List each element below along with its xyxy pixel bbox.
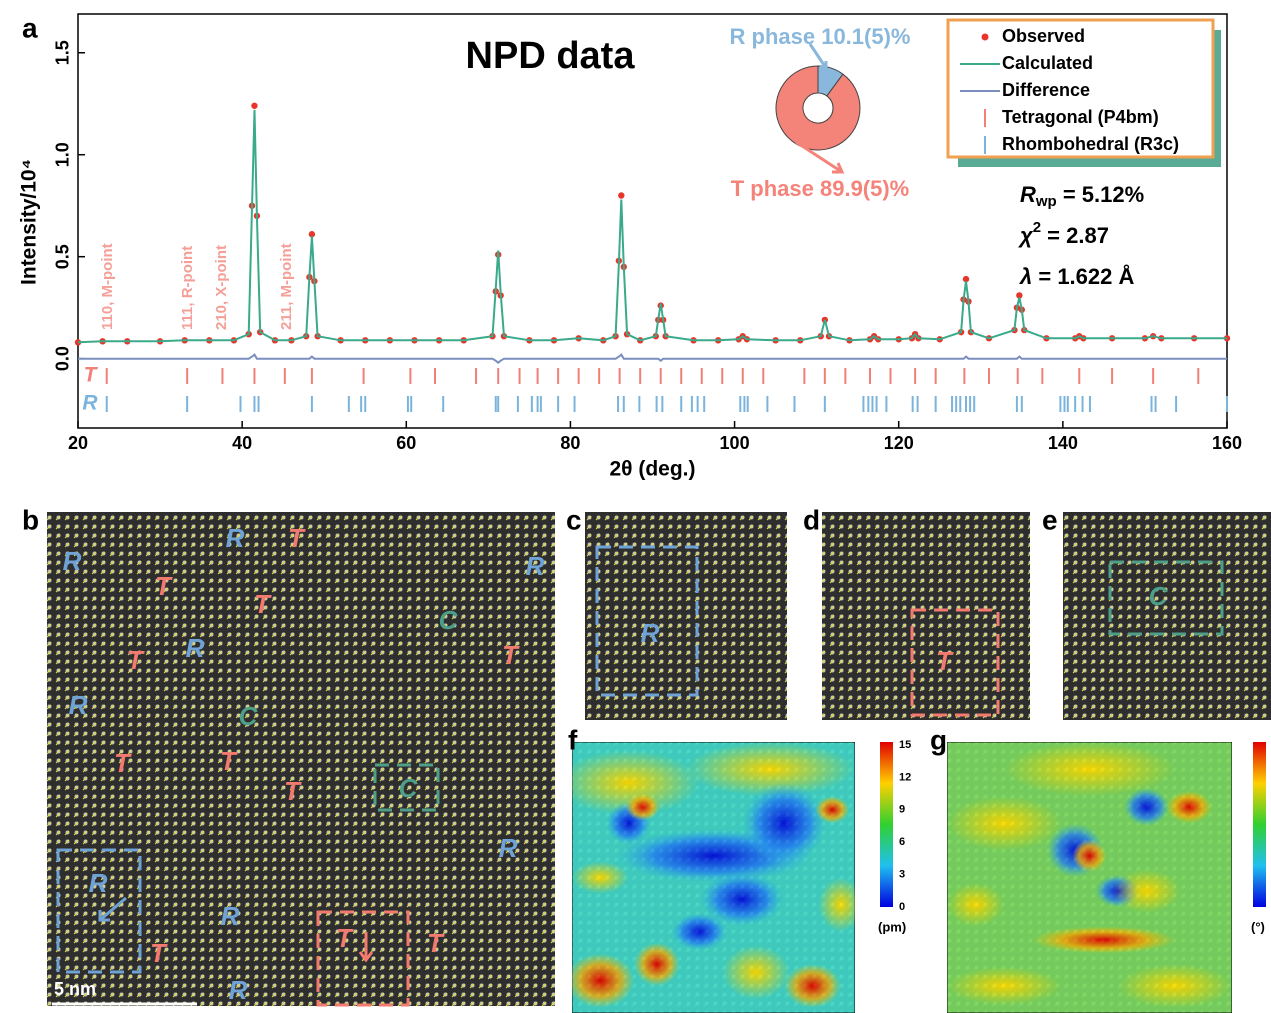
panel-a: a 20 40 60 80 100 120 140 160 0.0 0.5 1.0 1.5 2θ (deg… bbox=[18, 12, 1242, 480]
pie-slice bbox=[776, 66, 860, 150]
pie-label: R phase 10.1(5)% bbox=[730, 24, 911, 49]
stat-part: R bbox=[1020, 182, 1036, 207]
phase-annotation: R bbox=[186, 633, 205, 663]
phase-annotation: T bbox=[114, 748, 132, 778]
phase-annotation: T bbox=[284, 776, 302, 806]
phase-annotation: R bbox=[526, 551, 545, 581]
phase-annotation: R bbox=[69, 690, 88, 720]
legend-label: Tetragonal (P4bm) bbox=[1002, 107, 1159, 127]
stat-part: wp bbox=[1035, 193, 1057, 210]
x-tick-label: 160 bbox=[1212, 433, 1242, 453]
legend-label: Observed bbox=[1002, 26, 1085, 46]
legend-label: Rhombohedral (R3c) bbox=[1002, 134, 1179, 154]
reflection-row-label: R bbox=[82, 392, 98, 415]
peak-annotation: 211, M-point bbox=[278, 243, 295, 330]
phase-annotation: T bbox=[220, 746, 238, 776]
panel-label: b bbox=[22, 504, 39, 535]
x-tick-label: 140 bbox=[1048, 433, 1078, 453]
colorbar-tick-label: 3 bbox=[899, 869, 905, 881]
phase-annotation: R bbox=[229, 975, 248, 1005]
x-tick-label: 120 bbox=[884, 433, 914, 453]
stat-part: λ bbox=[1019, 264, 1032, 289]
panel-label: a bbox=[22, 12, 38, 43]
stat-part: = 2.87 bbox=[1041, 223, 1109, 248]
observed-point bbox=[618, 192, 624, 198]
phase-annotation: R bbox=[63, 546, 82, 576]
colorbar-tick-label: 6 bbox=[899, 836, 905, 848]
heatmap-image bbox=[558, 742, 864, 1013]
colorbar-unit: (°) bbox=[1251, 919, 1265, 934]
colorbar-unit: (pm) bbox=[878, 919, 906, 934]
peak-annotation: 110, M-point bbox=[99, 243, 116, 330]
page: {"chart_data": [ {"type": "line", "panel… bbox=[0, 0, 1271, 1013]
legend-label: Calculated bbox=[1002, 53, 1093, 73]
legend-marker bbox=[982, 34, 989, 41]
stat-part: = 1.622 Å bbox=[1032, 263, 1134, 289]
y-axis-label: Intensity/10⁴ bbox=[18, 159, 41, 285]
phase-annotation: C bbox=[1149, 581, 1169, 611]
colorbar-tick-label: 15 bbox=[899, 739, 911, 751]
colorbar bbox=[880, 742, 893, 907]
phase-annotation: T bbox=[936, 646, 954, 676]
phase-annotation: R bbox=[499, 833, 518, 863]
panel-label: c bbox=[566, 504, 582, 535]
chart-title: NPD data bbox=[466, 35, 636, 77]
x-tick-label: 100 bbox=[720, 433, 750, 453]
peak-annotation: 111, R-point bbox=[179, 246, 196, 330]
y-tick-label: 0.0 bbox=[53, 346, 73, 371]
stem-image bbox=[1063, 512, 1271, 720]
fit-statistic: Rwp = 5.12% bbox=[1020, 182, 1144, 210]
phase-annotation: T bbox=[427, 928, 445, 958]
heatmap-image bbox=[947, 742, 1232, 1013]
peak-annotation: 210, X-point bbox=[213, 245, 230, 330]
x-tick-label: 60 bbox=[396, 433, 416, 453]
colorbar-tick-label: 9 bbox=[899, 804, 905, 816]
heatmap-dots bbox=[572, 742, 855, 1013]
phase-annotation: T bbox=[336, 923, 354, 953]
phase-annotation: T bbox=[288, 523, 306, 553]
series-line bbox=[78, 355, 1227, 363]
stat-part: 2 bbox=[1033, 219, 1041, 236]
scale-bar-label: 5 nm bbox=[54, 979, 96, 999]
y-tick-label: 0.5 bbox=[53, 244, 73, 269]
stem-image bbox=[585, 512, 787, 720]
reflection-row-label: T bbox=[84, 364, 99, 387]
phase-annotation: C bbox=[439, 605, 459, 635]
phase-annotation: T bbox=[254, 589, 272, 619]
colorbar-tick-label: 0 bbox=[899, 901, 905, 913]
heatmap-dots bbox=[947, 742, 1232, 1013]
fit-statistic: λ = 1.622 Å bbox=[1019, 263, 1134, 289]
phase-annotation: T bbox=[502, 640, 520, 670]
x-axis-label: 2θ (deg.) bbox=[609, 458, 695, 481]
stat-part: χ bbox=[1018, 223, 1034, 248]
phase-annotation: R bbox=[89, 868, 108, 898]
phase-annotation: C bbox=[239, 701, 259, 731]
panel-label: f bbox=[568, 724, 578, 755]
y-tick-label: 1.5 bbox=[53, 40, 73, 65]
x-tick-label: 80 bbox=[560, 433, 580, 453]
fit-statistic: χ2 = 2.87 bbox=[1018, 219, 1109, 248]
observed-point bbox=[251, 103, 257, 109]
phase-annotation: C bbox=[399, 773, 419, 803]
phase-annotation: T bbox=[150, 938, 168, 968]
y-tick-label: 1.0 bbox=[53, 142, 73, 167]
x-tick-label: 40 bbox=[232, 433, 252, 453]
phase-annotation: T bbox=[155, 571, 173, 601]
panel-label: d bbox=[803, 504, 820, 535]
stat-part: = 5.12% bbox=[1057, 182, 1144, 207]
panel-label: g bbox=[930, 724, 947, 755]
panel-label: e bbox=[1042, 504, 1058, 535]
phase-annotation: T bbox=[127, 645, 145, 675]
figure: a204060801001201401600.00.51.01.52θ (deg… bbox=[0, 0, 1271, 1013]
phase-annotation: R bbox=[221, 901, 240, 931]
colorbar bbox=[1253, 742, 1266, 907]
legend-label: Difference bbox=[1002, 80, 1090, 100]
x-tick-label: 20 bbox=[68, 433, 88, 453]
pie-label: T phase 89.9(5)% bbox=[731, 176, 910, 201]
colorbar-tick-label: 12 bbox=[899, 771, 911, 783]
phase-annotation: R bbox=[226, 523, 245, 553]
phase-annotation: R bbox=[641, 618, 660, 648]
